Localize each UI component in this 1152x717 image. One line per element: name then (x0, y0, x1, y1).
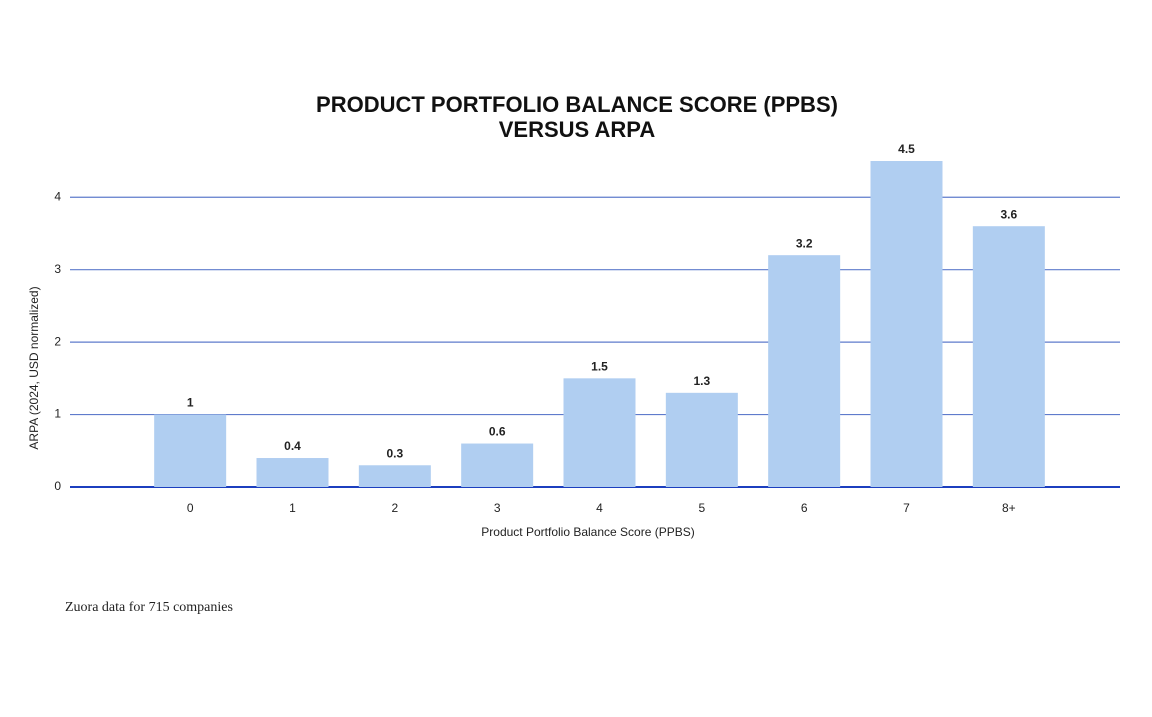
data-label: 1.3 (693, 374, 710, 388)
data-label: 4.5 (898, 142, 915, 156)
chart-title: PRODUCT PORTFOLIO BALANCE SCORE (PPBS) (316, 92, 838, 117)
x-tick-label: 5 (698, 501, 705, 515)
data-label: 3.6 (1000, 207, 1017, 221)
bar (972, 226, 1045, 487)
y-tick-label: 3 (54, 262, 61, 276)
data-label: 0.3 (386, 446, 403, 460)
x-tick-label: 1 (289, 501, 296, 515)
bar (768, 255, 841, 487)
x-tick-label: 0 (187, 501, 194, 515)
data-label: 0.4 (284, 439, 301, 453)
y-tick-label: 0 (54, 479, 61, 493)
x-tick-label: 2 (391, 501, 398, 515)
data-label: 0.6 (489, 425, 506, 439)
x-tick-label: 7 (903, 501, 910, 515)
x-tick-label: 6 (801, 501, 808, 515)
data-label: 1 (187, 396, 194, 410)
y-tick-label: 4 (54, 189, 61, 203)
bar (563, 378, 636, 487)
bar (358, 465, 431, 487)
y-tick-label: 2 (54, 334, 61, 348)
bar (665, 392, 738, 487)
x-tick-label: 8+ (1002, 501, 1016, 515)
x-tick-label: 3 (494, 501, 501, 515)
bar (870, 161, 943, 487)
x-tick-label: 4 (596, 501, 603, 515)
chart-title: VERSUS ARPA (499, 117, 656, 142)
footnote: Zuora data for 715 companies (65, 600, 233, 615)
y-axis-label: ARPA (2024, USD normalized) (27, 286, 41, 449)
bar (461, 443, 534, 487)
y-tick-label: 1 (54, 407, 61, 421)
bar (256, 458, 329, 487)
x-axis-label: Product Portfolio Balance Score (PPBS) (481, 525, 694, 539)
data-label: 3.2 (796, 236, 813, 250)
data-label: 1.5 (591, 360, 608, 374)
bar (154, 414, 227, 487)
